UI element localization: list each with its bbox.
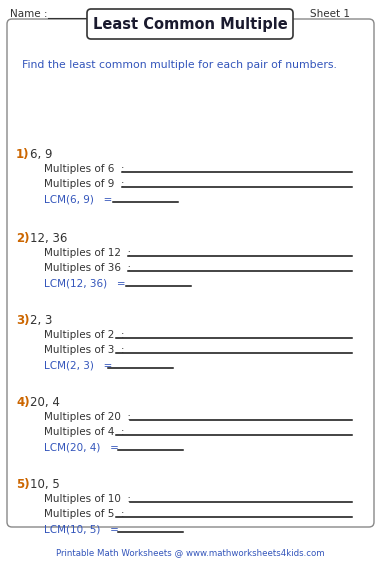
Text: 2): 2) — [16, 232, 29, 245]
Text: Multiples of 6  :: Multiples of 6 : — [44, 164, 125, 174]
FancyBboxPatch shape — [7, 19, 374, 527]
Text: Name :: Name : — [10, 9, 48, 19]
Text: Multiples of 2  :: Multiples of 2 : — [44, 330, 125, 340]
Text: 4): 4) — [16, 396, 30, 409]
Text: LCM(20, 4)   =: LCM(20, 4) = — [44, 442, 119, 452]
Text: Multiples of 4  :: Multiples of 4 : — [44, 427, 125, 437]
Text: LCM(12, 36)   =: LCM(12, 36) = — [44, 278, 126, 288]
Text: 5): 5) — [16, 478, 30, 491]
Text: 6, 9: 6, 9 — [30, 148, 53, 161]
Text: LCM(6, 9)   =: LCM(6, 9) = — [44, 194, 112, 204]
Text: 2, 3: 2, 3 — [30, 314, 52, 327]
Text: 12, 36: 12, 36 — [30, 232, 67, 245]
Text: LCM(2, 3)   =: LCM(2, 3) = — [44, 360, 112, 370]
Text: Multiples of 36  :: Multiples of 36 : — [44, 263, 131, 273]
Text: Multiples of 3  :: Multiples of 3 : — [44, 345, 125, 355]
Text: LCM(10, 5)   =: LCM(10, 5) = — [44, 524, 119, 534]
Text: Find the least common multiple for each pair of numbers.: Find the least common multiple for each … — [22, 60, 337, 70]
Text: 10, 5: 10, 5 — [30, 478, 60, 491]
Text: Multiples of 12  :: Multiples of 12 : — [44, 248, 131, 258]
FancyBboxPatch shape — [87, 9, 293, 39]
Text: Printable Math Worksheets @ www.mathworksheets4kids.com: Printable Math Worksheets @ www.mathwork… — [56, 548, 324, 557]
Text: Sheet 1: Sheet 1 — [310, 9, 350, 19]
Text: Multiples of 5  :: Multiples of 5 : — [44, 509, 125, 519]
Text: Multiples of 10  :: Multiples of 10 : — [44, 494, 131, 504]
Text: 20, 4: 20, 4 — [30, 396, 60, 409]
Text: Multiples of 9  :: Multiples of 9 : — [44, 179, 125, 189]
Text: 1): 1) — [16, 148, 29, 161]
Text: 3): 3) — [16, 314, 29, 327]
Text: Multiples of 20  :: Multiples of 20 : — [44, 412, 131, 422]
Text: Least Common Multiple: Least Common Multiple — [93, 16, 287, 31]
